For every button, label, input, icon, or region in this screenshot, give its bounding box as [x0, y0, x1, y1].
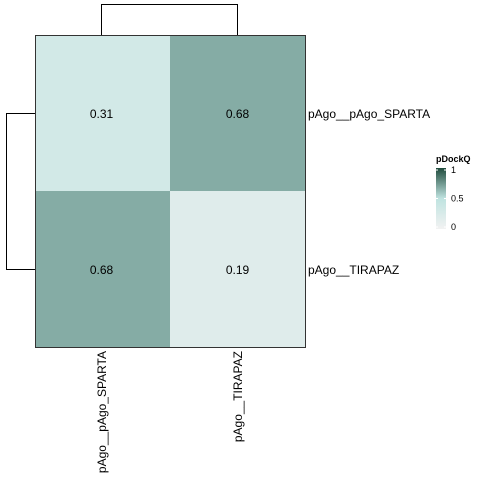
column-label-tirapaz: pAgo__TIRAPAZ [231, 351, 245, 442]
heatmap-cells [35, 35, 305, 347]
heatmap-cell-r1c1 [35, 35, 170, 191]
legend-title: pDockQ [436, 154, 471, 164]
heatmap-border [35, 35, 306, 348]
column-dendrogram-branch [101, 4, 238, 35]
cell-label-r1c2: 0.68 [226, 107, 250, 121]
legend-tick-label: 0 [451, 222, 456, 232]
heatmap-cell-r2c1 [35, 191, 170, 347]
legend-colorbar [436, 168, 446, 229]
legend-ticks: 10.50 [436, 165, 464, 232]
heatmap-cell-labels: 0.31 0.68 0.68 0.19 [90, 107, 250, 277]
heatmap-cell-r2c2 [170, 191, 305, 347]
column-labels: pAgo__pAgo_SPARTA pAgo__TIRAPAZ [95, 351, 245, 473]
row-labels: pAgo__pAgo_SPARTA pAgo__TIRAPAZ [308, 107, 430, 277]
column-label-pago-sparta: pAgo__pAgo_SPARTA [95, 351, 109, 473]
cell-label-r1c1: 0.31 [90, 107, 114, 121]
row-dendrogram-branch [6, 113, 35, 270]
row-label-tirapaz: pAgo__TIRAPAZ [308, 263, 399, 277]
row-dendrogram [6, 113, 35, 270]
legend-tick-label: 1 [451, 165, 456, 175]
row-label-pago-sparta: pAgo__pAgo_SPARTA [308, 107, 430, 121]
column-dendrogram [101, 4, 238, 35]
heatmap-cell-r1c2 [170, 35, 305, 191]
cell-label-r2c1: 0.68 [90, 263, 114, 277]
legend-tick-label: 0.5 [451, 194, 464, 204]
cell-label-r2c2: 0.19 [226, 263, 250, 277]
color-legend: pDockQ 10.50 [436, 154, 471, 232]
